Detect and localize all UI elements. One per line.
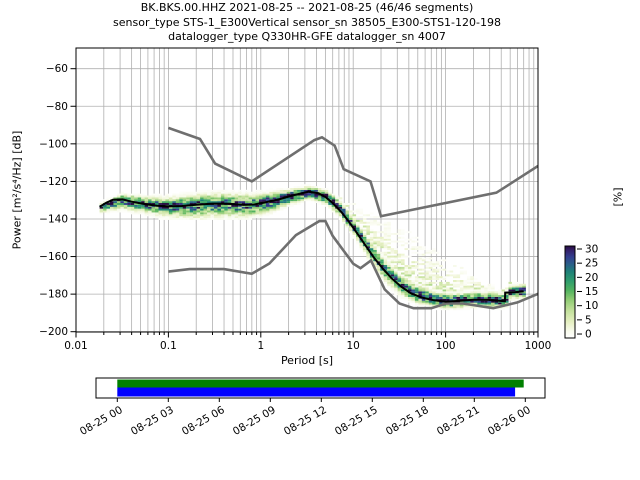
time-tick-label: 08-25 15 (333, 404, 380, 438)
x-tick-label: 1000 (525, 340, 552, 352)
x-tick-label: 10 (347, 340, 360, 352)
y-tick-label: −180 (39, 289, 68, 301)
colorbar-tick-label: 25 (585, 258, 598, 270)
x-tick-label: 1 (257, 340, 264, 352)
axes-ticks (70, 68, 539, 338)
x-tick-label: 0.1 (160, 340, 177, 352)
mode-line (99, 190, 524, 303)
coverage-bar-data-coverage (117, 379, 524, 388)
time-tick-label: 08-25 12 (282, 404, 329, 438)
y-tick-label: −80 (46, 101, 68, 113)
x-axis-label: Period [s] (280, 354, 334, 367)
figure-title: BK.BKS.00.HHZ 2021-08-25 -- 2021-08-25 (… (0, 1, 614, 45)
colorbar-tick-label: 15 (585, 286, 598, 298)
time-tick-label: 08-26 00 (486, 404, 533, 438)
title-line-3: datalogger_type Q330HR-GFE datalogger_sn… (168, 30, 446, 43)
y-tick-label: −60 (46, 63, 68, 75)
time-tick-label: 08-25 00 (78, 404, 125, 438)
y-tick-label: −140 (39, 213, 68, 225)
coverage-bar-processed-coverage (117, 387, 516, 397)
x-tick-label: 0.01 (64, 340, 87, 352)
y-tick-label: −120 (39, 176, 68, 188)
colorbar (564, 245, 576, 339)
nhnm-curve (167, 126, 538, 218)
colorbar-tick-label: 0 (585, 329, 592, 341)
y-tick-label: −200 (39, 326, 68, 338)
title-line-2: sensor_type STS-1_E300Vertical sensor_sn… (113, 15, 501, 29)
time-tick-label: 08-25 09 (231, 404, 278, 438)
axes-border (75, 47, 539, 333)
time-tick-label: 08-25 03 (129, 404, 176, 438)
colorbar-tick-label: 20 (585, 272, 598, 284)
colorbar-tick-label: 10 (585, 300, 598, 312)
nlnm-curve (168, 219, 538, 310)
time-tick-label: 08-25 18 (384, 404, 431, 438)
y-tick-label: −160 (39, 251, 68, 263)
x-tick-label: 100 (436, 340, 456, 352)
time-tick-label: 08-25 21 (435, 404, 482, 438)
colorbar-tick-label: 5 (585, 314, 592, 326)
colorbar-tick-label: 30 (585, 244, 598, 256)
y-tick-label: −100 (39, 138, 68, 150)
ppsd-histogram (99, 184, 526, 311)
title-line-1: BK.BKS.00.HHZ 2021-08-25 -- 2021-08-25 (… (140, 1, 474, 14)
time-tick-label: 08-25 06 (180, 404, 227, 438)
